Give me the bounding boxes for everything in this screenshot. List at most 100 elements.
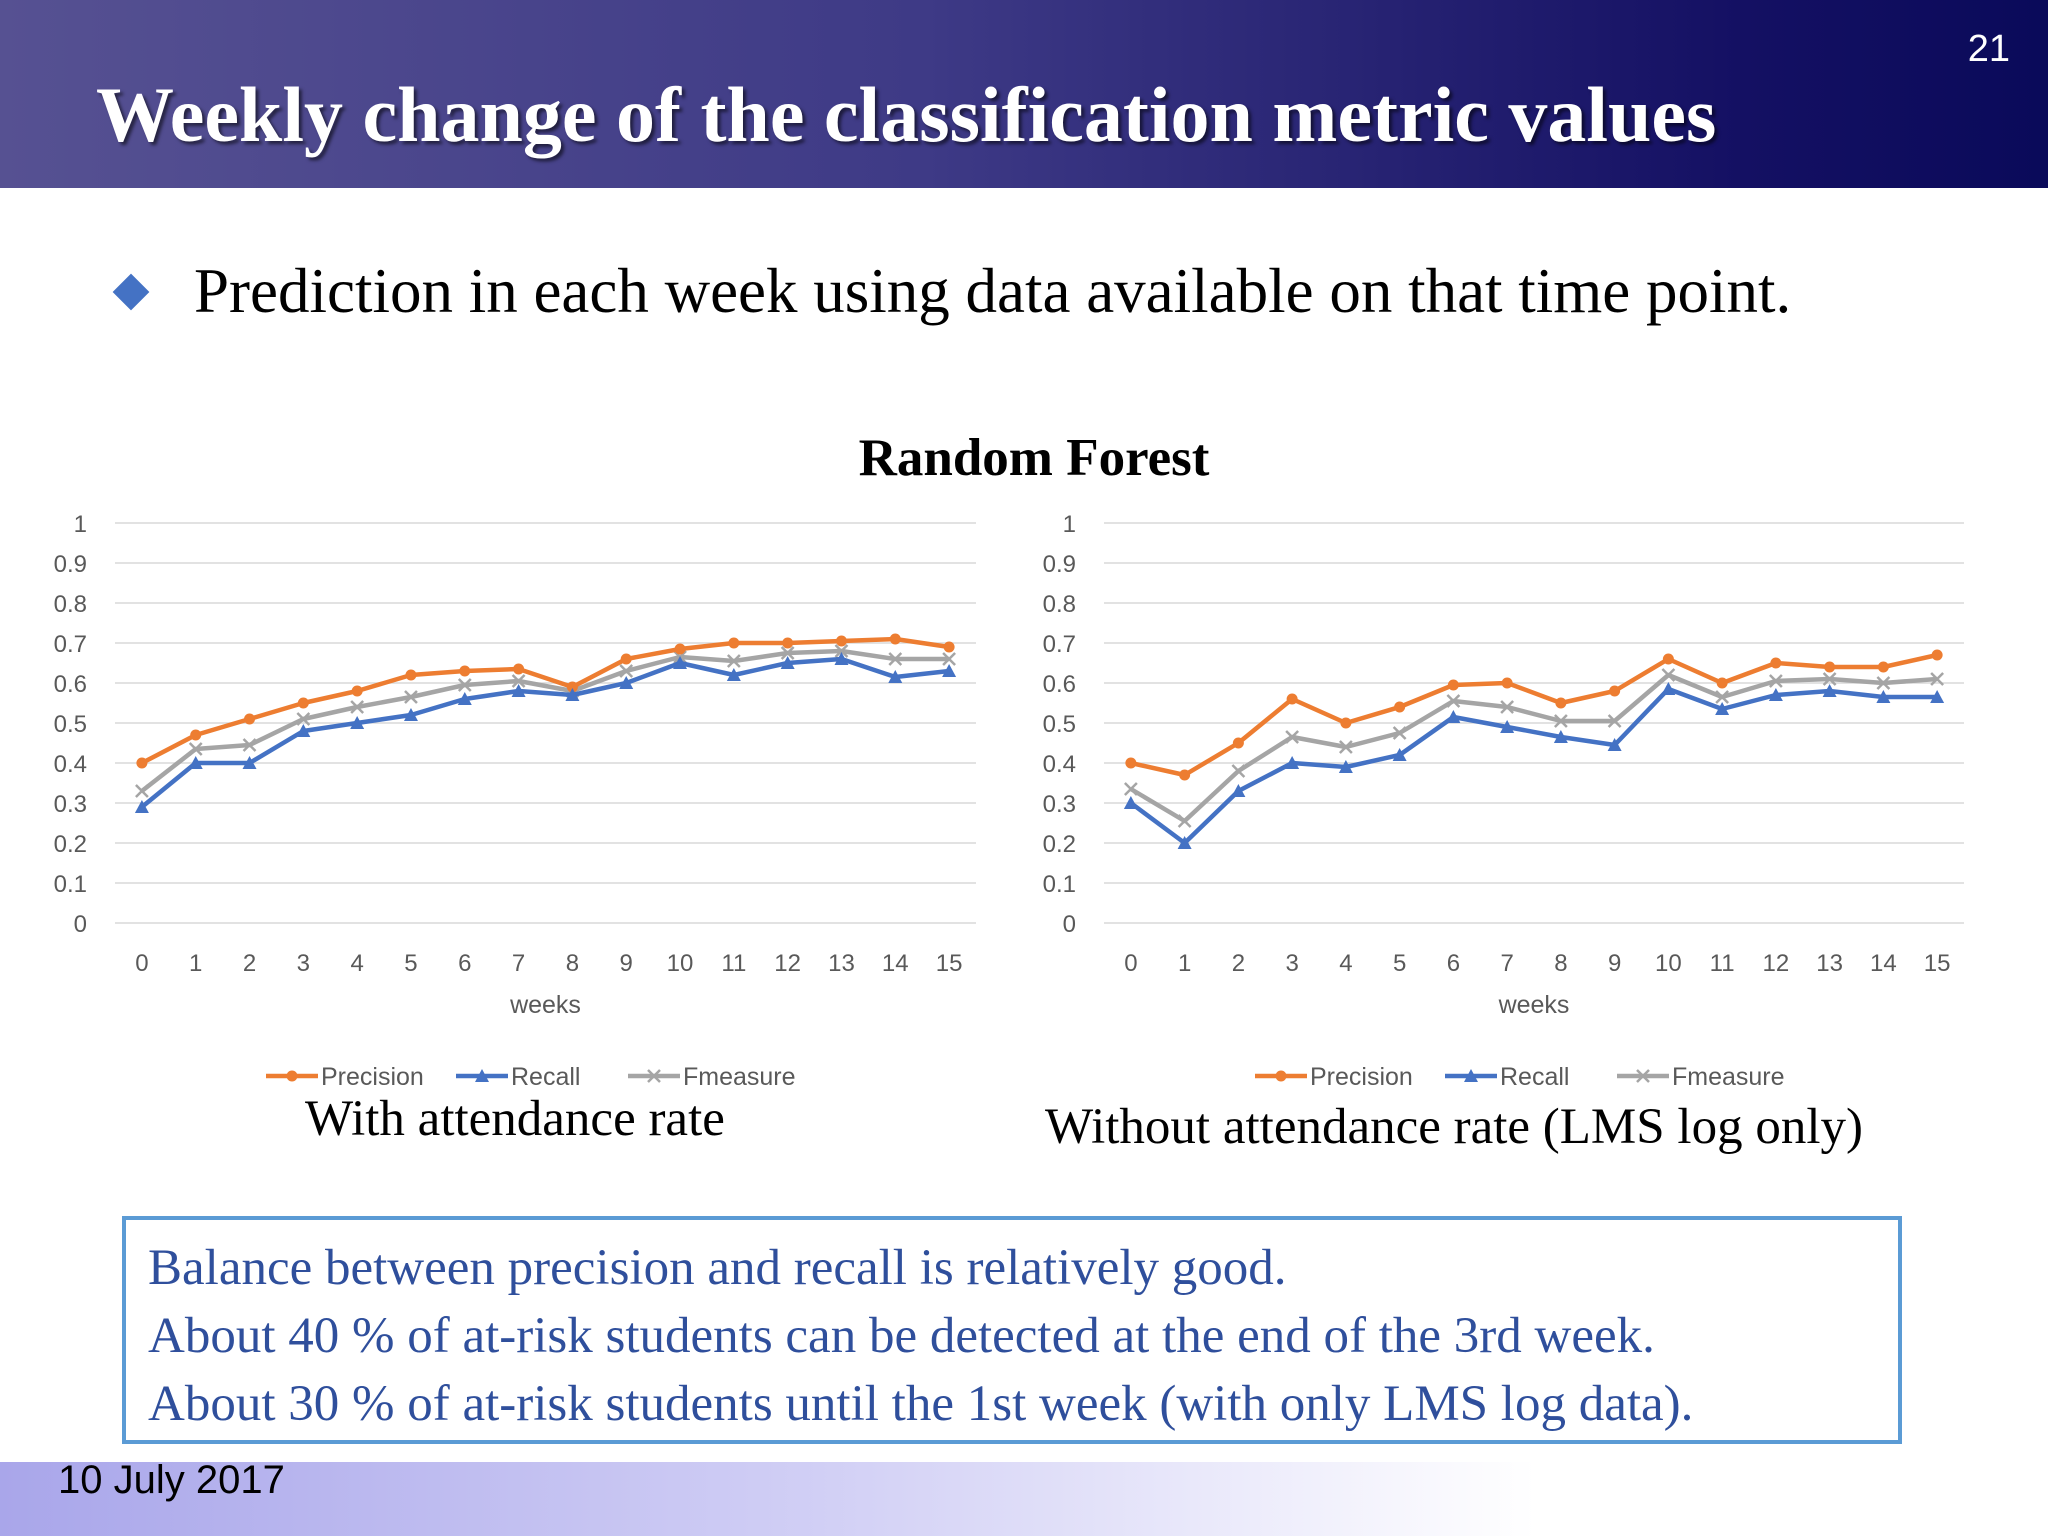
- data-point: [1232, 737, 1244, 749]
- x-tick-label: 12: [1763, 950, 1790, 977]
- data-point: [403, 708, 418, 721]
- data-point: [1930, 690, 1945, 703]
- data-point: [1931, 649, 1943, 661]
- chart-caption-left: With attendance rate: [305, 1091, 725, 1147]
- x-tick-label: 9: [620, 950, 633, 977]
- chart-group-title: Random Forest: [858, 429, 1210, 487]
- data-point: [242, 756, 257, 769]
- x-tick-label: 0: [1124, 950, 1137, 977]
- data-point: [1609, 685, 1621, 697]
- data-point: [728, 637, 740, 649]
- x-tick-label: 3: [1285, 950, 1298, 977]
- data-point: [619, 664, 634, 678]
- data-point: [1770, 657, 1782, 669]
- bullet-text: Prediction in each week using data avail…: [194, 256, 1792, 326]
- chart-legend: Precision Recall Fmeasure: [1255, 1063, 1785, 1091]
- legend-label: Fmeasure: [1672, 1063, 1785, 1091]
- note-line: Balance between precision and recall is …: [148, 1240, 1287, 1296]
- data-point: [135, 784, 149, 798]
- data-point: [1285, 756, 1300, 769]
- y-tick-label: 0.9: [54, 551, 87, 578]
- legend-item-fmeasure: Fmeasure: [1617, 1063, 1785, 1091]
- legend-label: Fmeasure: [683, 1063, 796, 1091]
- data-point: [296, 712, 311, 726]
- chart-legend: Precision Recall Fmeasure: [266, 1063, 796, 1091]
- data-point: [350, 716, 365, 729]
- data-point: [566, 681, 578, 693]
- series-fmeasure: [135, 644, 956, 798]
- x-tick-label: 15: [1924, 950, 1951, 977]
- data-point: [888, 670, 903, 683]
- data-point: [457, 678, 472, 692]
- data-point: [780, 646, 795, 660]
- x-tick-label: 14: [882, 950, 909, 977]
- y-tick-label: 0.8: [54, 591, 87, 618]
- data-point: [782, 637, 794, 649]
- x-tick-label: 6: [458, 950, 471, 977]
- x-tick-label: 7: [512, 950, 525, 977]
- series-line: [1129, 672, 1938, 824]
- x-tick-label: 10: [667, 950, 694, 977]
- summary-note-box: Balance between precision and recall is …: [122, 1216, 1902, 1444]
- legend-item-precision: Precision: [1255, 1063, 1413, 1091]
- x-tick-label: 6: [1447, 950, 1460, 977]
- y-tick-label: 0.6: [54, 671, 87, 698]
- data-point: [1768, 688, 1783, 701]
- data-point: [942, 664, 957, 677]
- data-point: [296, 724, 311, 737]
- x-tick-label: 1: [189, 950, 202, 977]
- data-point: [620, 653, 632, 665]
- data-point: [136, 757, 148, 769]
- x-tick-label: 10: [1655, 950, 1682, 977]
- data-point: [619, 676, 634, 689]
- x-tick-label: 11: [721, 950, 746, 977]
- y-tick-label: 1: [1063, 511, 1076, 538]
- x-tick-label: 5: [404, 950, 417, 977]
- y-tick-label: 0.3: [54, 791, 87, 818]
- footer-date: 10 July 2017: [58, 1458, 285, 1502]
- data-point: [1125, 757, 1137, 769]
- data-point: [1177, 814, 1192, 828]
- x-tick-label: 3: [297, 950, 310, 977]
- data-point: [350, 700, 365, 714]
- data-point: [188, 742, 203, 756]
- data-point: [188, 756, 203, 769]
- data-point: [1716, 677, 1728, 689]
- data-point: [1446, 694, 1461, 708]
- data-point: [1231, 764, 1246, 778]
- y-tick-label: 0.8: [1043, 591, 1076, 618]
- x-tick-label: 14: [1870, 950, 1897, 977]
- data-point: [242, 738, 257, 752]
- data-point: [1340, 717, 1352, 729]
- data-point: [1607, 714, 1622, 728]
- data-point: [1394, 701, 1406, 713]
- data-point: [405, 669, 417, 681]
- note-line: About 30 % of at-risk students until the…: [148, 1376, 1694, 1432]
- legend-marker: [1464, 1069, 1478, 1082]
- data-point: [457, 692, 472, 705]
- data-point: [351, 685, 363, 697]
- series-line: [1129, 686, 1938, 846]
- note-line: About 40 % of at-risk students can be de…: [148, 1308, 1655, 1364]
- x-tick-label: 8: [566, 950, 579, 977]
- data-point: [834, 644, 849, 658]
- data-point: [1715, 702, 1730, 715]
- x-tick-label: 7: [1500, 950, 1513, 977]
- x-axis-label: weeks: [1498, 991, 1570, 1019]
- legend-item-recall: Recall: [1445, 1063, 1569, 1091]
- y-tick-label: 0.2: [1043, 831, 1076, 858]
- y-tick-label: 0.2: [54, 831, 87, 858]
- x-tick-label: 4: [1339, 950, 1352, 977]
- x-tick-label: 15: [936, 950, 963, 977]
- x-tick-label: 2: [1232, 950, 1245, 977]
- y-tick-label: 0.7: [1043, 631, 1076, 658]
- data-point: [190, 729, 202, 741]
- data-point: [1768, 674, 1783, 688]
- data-point: [780, 656, 795, 669]
- data-point: [942, 652, 956, 666]
- legend-marker: [647, 1069, 661, 1083]
- data-point: [1715, 690, 1730, 704]
- x-tick-label: 12: [774, 950, 801, 977]
- data-point: [888, 652, 903, 666]
- series-line: [140, 648, 950, 793]
